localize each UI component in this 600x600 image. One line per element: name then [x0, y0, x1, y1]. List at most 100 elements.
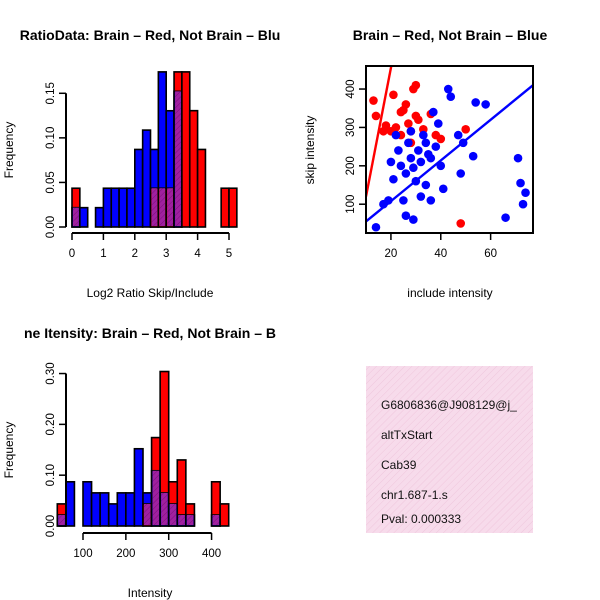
- intensity-hist-bar-blue-1: [65, 480, 76, 527]
- intensity-hist-bar-blue-5: [99, 492, 110, 527]
- ratio-hist-bar-blue-1: [79, 206, 89, 228]
- ratio-hist-bars: [71, 71, 238, 228]
- scatter-y-tick-label-1: 200: [345, 156, 357, 175]
- intensity-hist-x-tick-label-3: 400: [202, 548, 221, 560]
- scatter-point-blue-8: [399, 196, 408, 205]
- ratio-hist-bar-overlap-0: [73, 207, 79, 226]
- info-gene-name: Cab39: [381, 458, 417, 472]
- scatter-y-tick-label-2: 300: [345, 118, 357, 137]
- ratio-hist-bar-blue-8: [134, 148, 144, 228]
- scatter-xlabel: include intensity: [407, 286, 492, 300]
- scatter-point-blue-42: [406, 153, 416, 163]
- ratio-histogram-panel: RatioData: Brain – Red, Not Brain – Blu …: [2, 27, 280, 300]
- scatter-point-blue-43: [416, 192, 426, 201]
- scatter-y-axis: 100 200 300 400: [345, 79, 366, 214]
- scatter-point-blue-9: [401, 169, 411, 178]
- scatter-point-blue-38: [513, 153, 523, 163]
- scatter-point-red-21: [461, 125, 471, 134]
- ratio-hist-bar-blue-7: [126, 187, 136, 228]
- scatter-point-blue-17: [416, 157, 426, 167]
- scatter-point-blue-22: [426, 153, 436, 163]
- scatter-point-red-3: [381, 121, 391, 130]
- scatter-point-blue-3: [386, 157, 396, 167]
- intensity-hist-ylabel: Frequency: [2, 422, 16, 479]
- info-panel: G6806836@J908129@j_ altTxStart Cab39 chr…: [366, 366, 533, 533]
- ratio-hist-bar-blue-5: [110, 187, 120, 228]
- scatter-point-red-19: [436, 134, 446, 144]
- intensity-hist-y-tick-label-2: 0.20: [45, 413, 57, 435]
- intensity-hist-x-tick-label-0: 100: [73, 548, 92, 560]
- scatter-y-tick-label-0: 100: [345, 195, 357, 214]
- intensity-hist-bar-blue-3: [82, 480, 93, 527]
- intensity-hist-bar-overlap-12: [161, 492, 168, 525]
- scatter-point-blue-7: [396, 161, 406, 171]
- ratio-hist-bar-overlap-12: [167, 188, 174, 226]
- ratio-hist-y-tick-label-0: 0.00: [45, 216, 57, 238]
- intensity-hist-xlabel: Intensity: [128, 586, 173, 600]
- ratio-hist-bar-red-16: [196, 148, 207, 228]
- scatter-x-tick-label-2: 60: [484, 248, 497, 260]
- ratio-hist-y-tick-label-1: 0.05: [45, 171, 57, 193]
- ratio-hist-title: RatioData: Brain – Red, Not Brain – Blu: [20, 27, 281, 43]
- ratio-hist-bar-overlap-11: [159, 188, 166, 226]
- scatter-point-blue-10: [401, 211, 411, 221]
- scatter-title: Brain – Red, Not Brain – Blue: [353, 27, 548, 43]
- ratio-hist-bar-red-20: [228, 187, 238, 228]
- scatter-x-tick-label-1: 40: [434, 248, 447, 260]
- ratio-hist-x-tick-label-4: 4: [194, 248, 201, 260]
- ratio-hist-bar-blue-4: [102, 187, 113, 228]
- info-event-type: altTxStart: [381, 428, 433, 442]
- ratio-hist-bar-overlap-13: [175, 91, 181, 226]
- intensity-hist-bar-overlap-10: [144, 503, 151, 525]
- scatter-point-blue-11: [404, 138, 413, 148]
- ratio-hist-bar-blue-3: [94, 206, 105, 228]
- info-probe-id: G6806836@J908129@j_: [381, 398, 517, 412]
- scatter-ylabel: skip intensity: [303, 116, 317, 185]
- ratio-hist-x-tick-label-3: 3: [163, 248, 169, 260]
- scatter-point-red-10: [404, 119, 413, 128]
- ratio-hist-x-tick-label-1: 1: [100, 248, 106, 260]
- ratio-hist-bar-red-15: [188, 109, 199, 228]
- ratio-hist-x-axis: 0 1 2 3 4 5: [69, 232, 232, 260]
- ratio-hist-bar-red-19: [220, 187, 230, 228]
- scatter-point-blue-41: [521, 188, 530, 197]
- ratio-hist-y-tick-label-2: 0.10: [45, 127, 57, 149]
- scatter-point-red-13: [411, 80, 421, 90]
- scatter-point-blue-37: [501, 213, 510, 222]
- ratio-hist-x-tick-label-2: 2: [132, 248, 138, 260]
- scatter-point-blue-40: [518, 199, 528, 209]
- scatter-points: [369, 80, 530, 232]
- scatter-point-blue-25: [431, 142, 441, 151]
- scatter-point-blue-39: [516, 178, 525, 188]
- scatter-point-blue-16: [414, 146, 423, 155]
- intensity-hist-bar-overlap-11: [152, 470, 160, 525]
- scatter-point-red-15: [414, 115, 423, 125]
- intensity-hist-bar-overlap-18: [212, 514, 220, 525]
- ratio-hist-bar-red-14: [181, 71, 191, 228]
- scatter-point-blue-30: [446, 92, 456, 102]
- ratio-hist-xlabel: Log2 Ratio Skip/Include: [87, 286, 214, 300]
- scatter-point-blue-13: [409, 163, 418, 173]
- scatter-point-blue-0: [371, 222, 381, 232]
- intensity-hist-bar-overlap-13: [169, 503, 177, 525]
- scatter-point-blue-36: [481, 100, 490, 109]
- intensity-hist-bar-blue-6: [107, 503, 119, 527]
- scatter-point-blue-5: [391, 130, 401, 140]
- intensity-histogram-panel: ne Itensity: Brain – Red, Not Brain – B …: [2, 325, 276, 600]
- intensity-hist-x-tick-label-2: 300: [159, 548, 178, 560]
- info-pval: Pval: 0.000333: [381, 512, 461, 526]
- scatter-point-blue-26: [433, 119, 443, 128]
- scatter-point-blue-14: [409, 215, 418, 224]
- intensity-hist-bar-blue-8: [125, 492, 136, 527]
- intensity-hist-bar-overlap-14: [178, 514, 185, 525]
- intensity-hist-title: ne Itensity: Brain – Red, Not Brain – B: [24, 325, 276, 341]
- intensity-hist-bar-overlap-0: [58, 514, 65, 525]
- scatter-point-blue-35: [471, 98, 480, 107]
- scatter-point-blue-20: [421, 138, 431, 148]
- ratio-hist-bar-blue-9: [141, 129, 152, 228]
- ratio-hist-x-tick-label-0: 0: [69, 248, 75, 260]
- scatter-point-red-1: [371, 111, 381, 121]
- scatter-fit-lines: [366, 66, 533, 223]
- scatter-x-tick-label-0: 20: [385, 248, 398, 260]
- ratio-hist-y-tick-label-3: 0.15: [45, 82, 57, 104]
